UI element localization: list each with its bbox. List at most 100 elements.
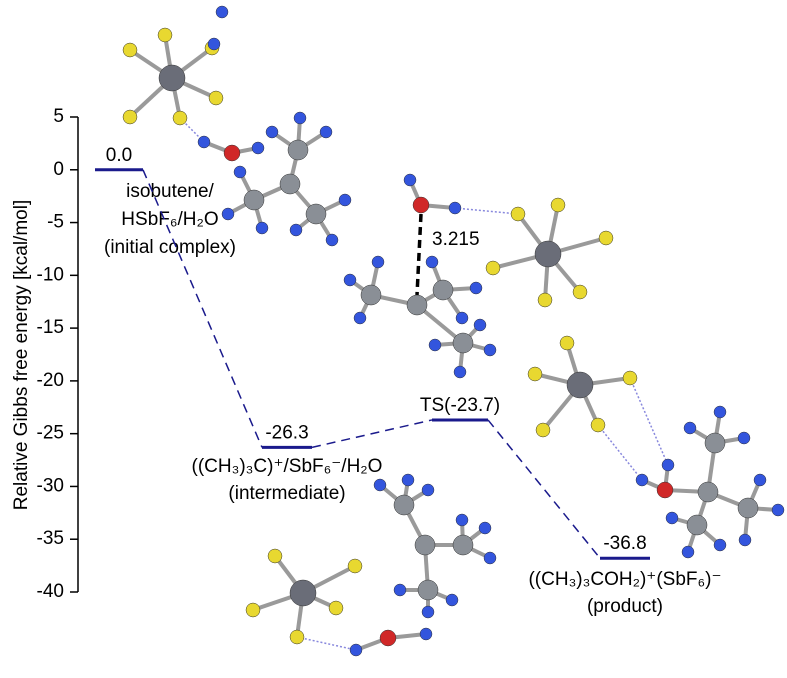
atom	[406, 294, 428, 316]
h-bond	[296, 636, 357, 651]
atom	[510, 206, 526, 222]
atom	[319, 125, 333, 139]
atom	[122, 42, 138, 58]
atom	[559, 335, 575, 351]
atom	[656, 481, 674, 499]
y-tick-label: -5	[47, 212, 64, 233]
atom	[255, 221, 269, 235]
atom	[325, 233, 339, 247]
atom	[393, 583, 407, 597]
value-label: 0.0	[106, 145, 132, 166]
atom	[455, 513, 469, 527]
atom	[293, 111, 307, 125]
atom	[704, 432, 726, 454]
atom	[197, 135, 211, 149]
atom	[233, 165, 247, 179]
atom	[122, 109, 138, 125]
atom	[483, 343, 497, 357]
atom	[537, 292, 553, 308]
level-label: isobutene/	[126, 181, 214, 202]
atom	[425, 255, 439, 269]
atom	[172, 110, 188, 126]
y-tick-label: -10	[37, 264, 64, 285]
atom	[417, 579, 439, 601]
value-label: TS(-23.7)	[420, 395, 500, 416]
atom	[452, 534, 474, 556]
atom	[221, 207, 235, 221]
y-tick-label: 0	[53, 159, 64, 180]
atom	[453, 365, 467, 379]
atom	[737, 431, 751, 445]
atom	[683, 421, 697, 435]
atom	[686, 514, 708, 536]
atom	[681, 545, 695, 559]
atom	[421, 483, 435, 497]
atom	[393, 494, 415, 516]
atom	[550, 197, 566, 213]
atom	[289, 579, 317, 607]
atom	[373, 478, 387, 492]
atom	[622, 370, 638, 386]
atom	[452, 332, 474, 354]
level-label: ((CH₃)₃COH₂)⁺(SbF₆)⁻	[528, 569, 721, 590]
atom	[738, 533, 752, 547]
atom	[289, 223, 303, 237]
y-tick-label: -15	[37, 317, 64, 338]
atom	[215, 5, 229, 19]
atom	[534, 240, 562, 268]
atom	[414, 534, 436, 556]
atom	[737, 497, 759, 519]
atom	[347, 558, 363, 574]
atom	[661, 458, 675, 472]
atom	[328, 600, 344, 616]
atom	[428, 338, 442, 352]
atom	[379, 629, 397, 647]
atom	[713, 538, 727, 552]
atom	[245, 602, 261, 618]
connector	[142, 169, 263, 448]
atom	[713, 405, 727, 419]
value-label: -36.8	[603, 533, 646, 554]
atom	[267, 548, 283, 564]
level-label: (product)	[587, 596, 663, 617]
y-tick-label: -35	[37, 528, 64, 549]
atom	[279, 173, 301, 195]
atom	[445, 593, 459, 607]
level-label: HSbF₆/H₂O	[121, 209, 218, 230]
atom	[535, 422, 551, 438]
atom	[478, 521, 492, 535]
y-tick-label: -40	[37, 581, 64, 602]
atom	[483, 551, 497, 565]
atom	[432, 279, 454, 301]
atom	[469, 281, 483, 295]
atom	[590, 417, 606, 433]
atom	[353, 311, 367, 325]
distance-line	[415, 213, 423, 296]
atom	[243, 189, 265, 211]
atom	[251, 141, 265, 155]
atom	[287, 139, 309, 161]
atom	[223, 144, 241, 162]
atom	[635, 473, 649, 487]
atom	[289, 629, 305, 645]
atom	[158, 64, 186, 92]
atom	[371, 255, 385, 269]
level-label: ((CH₃)₃C)⁺/SbF₆⁻/H₂O	[192, 456, 383, 477]
atom	[305, 203, 327, 225]
atom	[527, 366, 543, 382]
h-bond	[454, 207, 519, 215]
atom	[360, 284, 382, 306]
atom	[448, 201, 462, 215]
connector	[311, 419, 433, 449]
y-tick-label: -30	[37, 475, 64, 496]
atom	[572, 284, 588, 300]
atom	[485, 260, 501, 276]
y-tick-label: -25	[37, 423, 64, 444]
atom	[401, 473, 415, 487]
h-bond	[629, 377, 669, 466]
atom	[403, 173, 417, 187]
atom	[412, 196, 430, 214]
atom	[343, 273, 357, 287]
molecules	[122, 5, 785, 657]
